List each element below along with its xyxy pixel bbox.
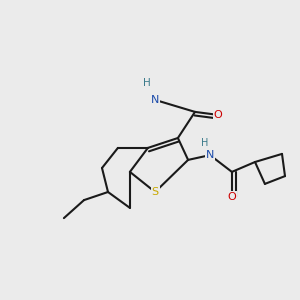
Text: O: O — [227, 192, 236, 202]
Text: O: O — [214, 110, 223, 120]
Text: H: H — [143, 78, 151, 88]
Text: S: S — [152, 187, 159, 197]
Text: N: N — [151, 95, 159, 105]
Text: N: N — [206, 150, 214, 160]
Text: H: H — [201, 138, 208, 148]
